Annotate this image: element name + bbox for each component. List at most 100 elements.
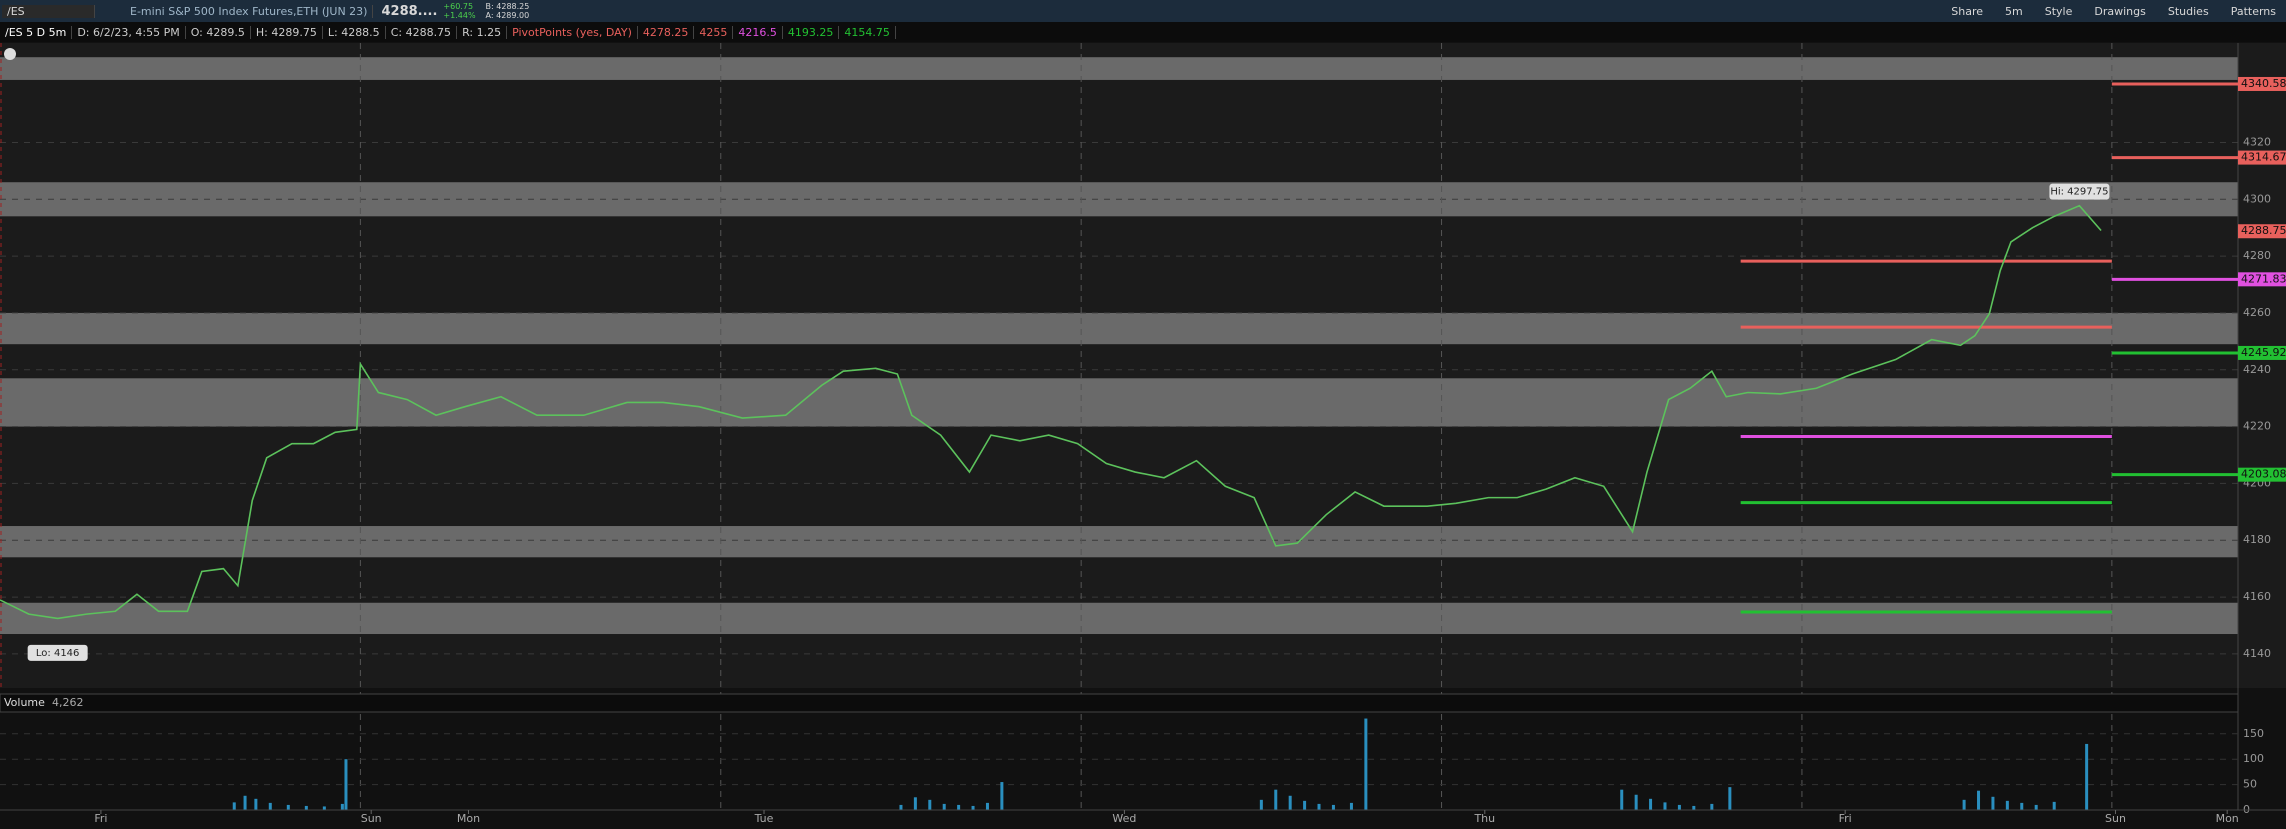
volume-bar bbox=[899, 804, 903, 810]
pivot-tag bbox=[2238, 467, 2286, 482]
volume-bar bbox=[985, 802, 989, 810]
x-tick-label: Fri bbox=[94, 812, 107, 825]
volume-bar bbox=[1274, 789, 1278, 810]
change-box: +60.75 +1.44% bbox=[443, 2, 475, 20]
study: PivotPoints (yes, DAY) bbox=[507, 25, 638, 39]
volume-bar bbox=[2005, 800, 2009, 810]
volume-bar bbox=[2034, 804, 2038, 810]
zone bbox=[0, 378, 2238, 427]
zone bbox=[0, 57, 2238, 80]
volume-bar bbox=[243, 795, 247, 810]
volume-bar bbox=[957, 804, 961, 810]
x-tick-label: Mon bbox=[2216, 812, 2239, 825]
quote-box: B: 4288.25 A: 4289.00 bbox=[486, 2, 530, 20]
x-tick-label: Mon bbox=[457, 812, 480, 825]
zone bbox=[0, 602, 2238, 635]
info-item: H: 4289.75 bbox=[251, 25, 323, 39]
toolbar-button[interactable]: Style bbox=[2044, 4, 2073, 18]
volume-bar bbox=[1259, 799, 1263, 810]
volume-bar bbox=[2085, 743, 2089, 810]
info-item: R: 1.25 bbox=[457, 25, 508, 39]
symbol-box[interactable]: /ES bbox=[2, 4, 95, 18]
volume-bar bbox=[1692, 805, 1696, 810]
volume-header bbox=[0, 693, 2239, 713]
y-tick-label: 4180 bbox=[2243, 533, 2271, 546]
annotation-box bbox=[2049, 183, 2110, 200]
volume-bar bbox=[1710, 803, 1714, 810]
volume-bar bbox=[286, 804, 290, 810]
volume-bar bbox=[232, 802, 236, 810]
toolbar-button[interactable]: Studies bbox=[2167, 4, 2209, 18]
info-item: C: 4288.75 bbox=[386, 25, 458, 39]
description: E-mini S&P 500 Index Futures,ETH (JUN 23… bbox=[125, 4, 374, 18]
x-tick-label: Fri bbox=[1839, 812, 1852, 825]
annotation-box bbox=[27, 644, 88, 661]
volume-bar bbox=[1634, 794, 1638, 810]
volume-bar bbox=[1649, 798, 1653, 810]
toolbar: /ES E-mini S&P 500 Index Futures,ETH (JU… bbox=[0, 0, 2286, 22]
volume-bar bbox=[1663, 802, 1667, 810]
bid: B: 4288.25 bbox=[485, 2, 530, 11]
volume-value: 4,262 bbox=[52, 696, 84, 709]
alert-icon bbox=[4, 48, 16, 60]
toolbar-button[interactable]: Drawings bbox=[2094, 4, 2146, 18]
last-tag bbox=[2238, 224, 2286, 239]
y-tick-label: 4240 bbox=[2243, 363, 2271, 376]
volume-bar bbox=[1349, 802, 1353, 810]
change: +60.75 bbox=[443, 2, 474, 11]
y-tick-label: 4220 bbox=[2243, 420, 2271, 433]
pivot-tag bbox=[2238, 272, 2286, 287]
toolbar-button[interactable]: Share bbox=[1951, 4, 1984, 18]
chart-id: /ES 5 D 5m bbox=[0, 25, 73, 39]
pivot-tag bbox=[2238, 150, 2286, 165]
toolbar-button[interactable]: 5m bbox=[2005, 4, 2023, 18]
x-tick-label: Sun bbox=[2105, 812, 2126, 825]
study-value: 4216.5 bbox=[733, 25, 783, 39]
pivot-label: 4271.83 bbox=[2241, 272, 2286, 285]
volume-bar bbox=[1620, 789, 1624, 810]
y-tick-label: 4300 bbox=[2243, 192, 2271, 205]
annotation: Lo: 4146 bbox=[36, 648, 80, 659]
pivot-label: 4340.58 bbox=[2241, 77, 2286, 90]
last-price-label: 4288.75 bbox=[2241, 224, 2286, 237]
info-item: L: 4288.5 bbox=[323, 25, 386, 39]
volume-bar bbox=[254, 798, 258, 810]
annotation: Hi: 4297.75 bbox=[2050, 187, 2108, 198]
volume-bar bbox=[322, 806, 326, 810]
volume-bar bbox=[2020, 802, 2024, 810]
volume-bar bbox=[1317, 803, 1321, 810]
pivot-tag bbox=[2238, 76, 2286, 91]
y-tick-label: 4260 bbox=[2243, 306, 2271, 319]
volume-bar bbox=[942, 803, 946, 810]
volume-bar bbox=[2052, 801, 2056, 810]
y-tick-label: 4320 bbox=[2243, 135, 2271, 148]
volume-bar bbox=[1977, 790, 1981, 810]
zone bbox=[0, 526, 2238, 558]
info-items: D: 6/2/23, 4:55 PM O: 4289.5 H: 4289.75 L: … bbox=[72, 25, 508, 39]
plot-bg bbox=[0, 43, 2286, 688]
x-tick-label: Thu bbox=[1473, 812, 1495, 825]
info-item: O: 4289.5 bbox=[186, 25, 251, 39]
y-tick-label: 100 bbox=[2243, 752, 2264, 765]
study-values: 4278.25 4255 4216.5 4193.25 4154.75 bbox=[638, 25, 896, 39]
y-tick-label: 150 bbox=[2243, 727, 2264, 740]
volume-bar bbox=[971, 805, 975, 810]
volume-bar bbox=[1331, 804, 1335, 810]
volume-bar bbox=[913, 797, 917, 810]
pivot-label: 4203.08 bbox=[2241, 468, 2286, 481]
volume-bar bbox=[1677, 804, 1681, 810]
pivot-label: 4245.92 bbox=[2241, 346, 2286, 359]
last: 4288.... bbox=[381, 3, 438, 19]
toolbar-button[interactable]: Patterns bbox=[2230, 4, 2276, 18]
study-value: 4278.25 bbox=[638, 25, 695, 39]
study-value: 4255 bbox=[694, 25, 734, 39]
study-value: 4154.75 bbox=[839, 25, 896, 39]
volume-bar bbox=[1364, 718, 1368, 810]
buttons: Share 5m Style Drawings Studies Patterns bbox=[1951, 5, 2286, 18]
y-tick-label: 4280 bbox=[2243, 249, 2271, 262]
volume-title: Volume bbox=[4, 696, 45, 709]
volume-bar bbox=[1303, 800, 1307, 810]
volume-bar bbox=[344, 759, 348, 810]
